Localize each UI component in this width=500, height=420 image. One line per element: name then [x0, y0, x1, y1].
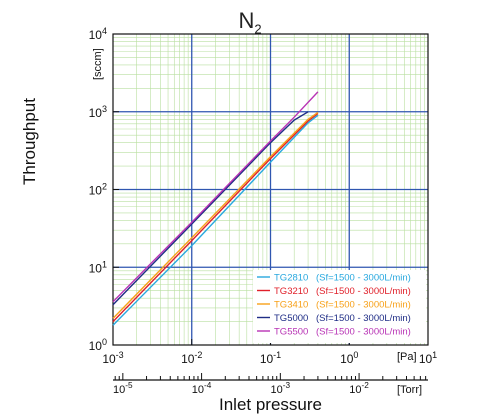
- series-line-tg3210: [112, 112, 319, 323]
- y-tick-label: 104: [89, 26, 107, 42]
- x-tick-label: 101: [419, 350, 437, 366]
- legend-box: [253, 270, 426, 343]
- legend-note: (Sf=1500 - 3000L/min): [316, 313, 411, 324]
- x-tick-label: 100: [340, 350, 358, 366]
- x-tick-label: 10-1: [260, 350, 281, 366]
- x-axis-label: Inlet pressure: [219, 395, 322, 414]
- series-line-tg3410: [112, 111, 319, 319]
- y-unit-label: [sccm]: [92, 48, 104, 80]
- x-tick-label: 10-3: [102, 350, 123, 366]
- legend-note: (Sf=1500 - 3000L/min): [316, 327, 411, 338]
- y-tick-label: 100: [89, 337, 107, 353]
- x-unit-torr: [Torr]: [397, 384, 422, 396]
- legend-label: TG5000: [274, 313, 308, 324]
- y-tick-label: 102: [89, 182, 107, 198]
- torr-tick-label: 10-4: [192, 381, 212, 396]
- legend-note: (Sf=1500 - 3000L/min): [316, 273, 411, 284]
- x-unit-pa: [Pa]: [397, 351, 417, 363]
- legend-label: TG3410: [274, 300, 308, 311]
- torr-tick-label: 10-2: [349, 381, 369, 396]
- x-tick-label: 10-2: [181, 350, 202, 366]
- torr-tick-label: 10-3: [271, 381, 291, 396]
- series-line-tg5500: [112, 91, 319, 303]
- legend: TG2810 (Sf=1500 - 3000L/min) TG3210 (Sf=150…: [253, 270, 426, 343]
- legend-note: (Sf=1500 - 3000L/min): [316, 300, 411, 311]
- y-tick-label: 103: [89, 104, 107, 120]
- legend-note: (Sf=1500 - 3000L/min): [316, 286, 411, 297]
- series-line-tg5000: [112, 111, 309, 306]
- series-line-tg2810: [112, 114, 319, 326]
- chart-title: N2: [238, 8, 262, 37]
- legend-label: TG5500: [274, 327, 308, 338]
- legend-label: TG2810: [274, 273, 308, 284]
- legend-label: TG3210: [274, 286, 308, 297]
- y-tick-label: 101: [89, 259, 107, 275]
- torr-tick-label: 10-5: [113, 381, 133, 396]
